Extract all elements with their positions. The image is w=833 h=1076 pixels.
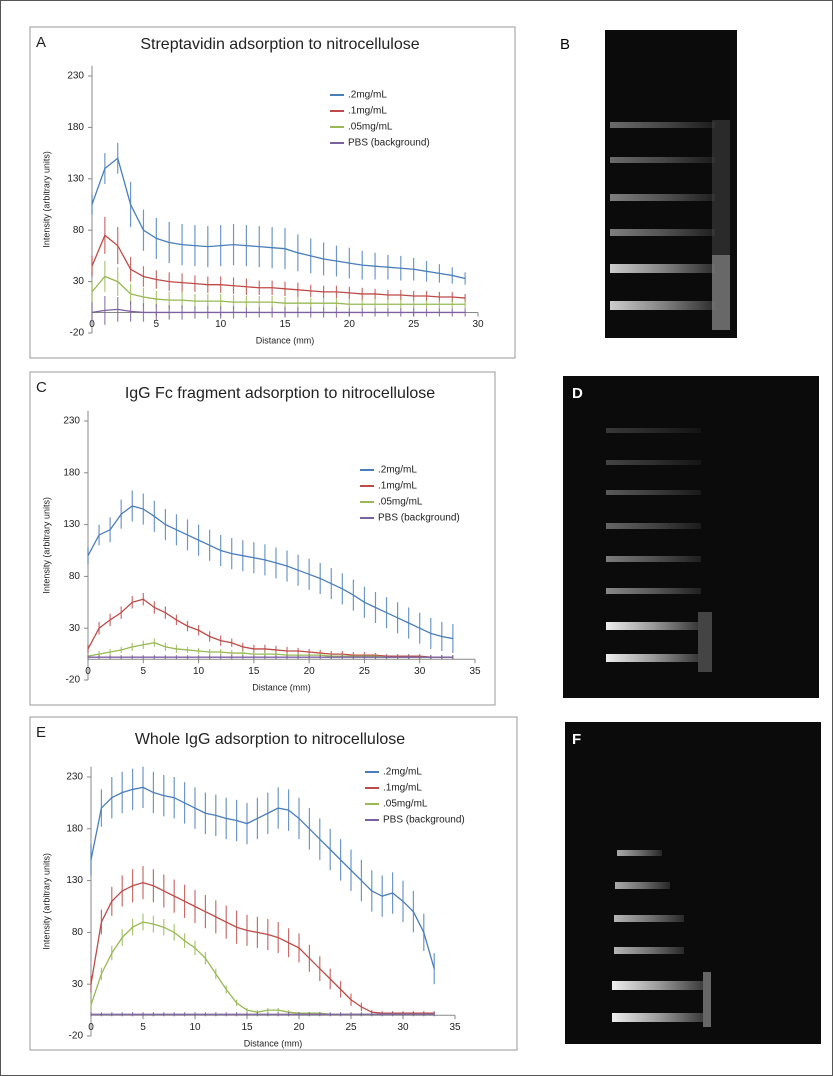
panel-label: A xyxy=(36,34,46,51)
panel-label: F xyxy=(572,731,581,748)
y-tick-label: 80 xyxy=(69,571,81,582)
x-tick-label: 20 xyxy=(293,1022,305,1033)
series-line xyxy=(90,881,435,1014)
y-axis-label: Intensity (arbitrary units) xyxy=(41,497,51,594)
panel-label: E xyxy=(36,724,46,741)
chart-frame xyxy=(29,716,518,1051)
chart-title: Whole IgG adsorption to nitrocellulose xyxy=(135,731,405,748)
x-tick-label: 25 xyxy=(359,666,371,677)
series xyxy=(91,261,466,310)
series xyxy=(91,142,466,285)
x-tick-label: 15 xyxy=(248,666,260,677)
y-tick-label: 180 xyxy=(67,122,84,133)
x-axis-label: Distance (mm) xyxy=(252,682,311,692)
x-tick-label: 20 xyxy=(304,666,316,677)
panel-label: B xyxy=(560,36,570,53)
x-tick-label: 25 xyxy=(408,319,420,330)
y-tick-label: 130 xyxy=(66,875,83,886)
series xyxy=(87,592,454,660)
series xyxy=(90,766,435,985)
series-line xyxy=(90,921,435,1015)
legend-label: .1mg/mL xyxy=(348,106,387,117)
x-tick-label: 10 xyxy=(189,1022,201,1033)
panel-label: C xyxy=(36,379,47,396)
series-line xyxy=(90,786,435,969)
legend-label: .05mg/mL xyxy=(383,799,428,810)
legend-label: PBS (background) xyxy=(348,138,430,149)
x-tick-label: 35 xyxy=(449,1022,461,1033)
y-tick-label: 130 xyxy=(67,173,84,184)
legend-label: .2mg/mL xyxy=(348,90,387,101)
image-f xyxy=(565,722,821,1044)
series-line xyxy=(91,157,466,280)
x-tick-label: 5 xyxy=(141,666,147,677)
legend-label: .05mg/mL xyxy=(378,497,423,508)
chart-frame xyxy=(29,26,516,359)
x-axis-label: Distance (mm) xyxy=(256,335,315,345)
x-tick-label: 0 xyxy=(89,319,95,330)
x-tick-label: 0 xyxy=(85,666,91,677)
y-tick-label: 230 xyxy=(63,416,80,427)
series xyxy=(87,655,454,660)
series xyxy=(87,490,454,654)
y-tick-label: 80 xyxy=(72,927,84,938)
y-axis-label: Intensity (arbitrary units) xyxy=(41,853,51,950)
x-tick-label: 15 xyxy=(241,1022,253,1033)
x-tick-label: 5 xyxy=(154,319,160,330)
y-tick-label: 180 xyxy=(66,823,83,834)
legend-label: PBS (background) xyxy=(378,513,460,524)
series xyxy=(90,913,435,1016)
series-line xyxy=(87,598,453,658)
x-tick-label: 15 xyxy=(279,319,291,330)
series-line xyxy=(91,308,466,314)
legend-label: .2mg/mL xyxy=(383,767,422,778)
chart-frame xyxy=(29,371,496,706)
x-tick-label: 0 xyxy=(88,1022,94,1033)
y-tick-label: -20 xyxy=(70,328,85,339)
x-tick-label: 10 xyxy=(215,319,227,330)
legend-label: PBS (background) xyxy=(383,815,465,826)
y-tick-label: 230 xyxy=(66,772,83,783)
series xyxy=(90,1012,435,1017)
y-tick-label: 130 xyxy=(63,519,80,530)
x-tick-label: 30 xyxy=(472,319,484,330)
series xyxy=(90,866,435,1016)
panel-label: D xyxy=(572,385,583,402)
image-d-streaks xyxy=(606,428,712,672)
legend-label: .05mg/mL xyxy=(348,122,393,133)
x-tick-label: 10 xyxy=(193,666,205,677)
x-tick-label: 5 xyxy=(140,1022,146,1033)
legend-label: .1mg/mL xyxy=(378,481,417,492)
x-tick-label: 35 xyxy=(469,666,481,677)
series-line xyxy=(91,275,466,305)
y-tick-label: 180 xyxy=(63,467,80,478)
y-tick-label: 30 xyxy=(73,276,85,287)
legend-label: .2mg/mL xyxy=(378,465,417,476)
legend-label: .1mg/mL xyxy=(383,783,422,794)
x-tick-label: 30 xyxy=(414,666,426,677)
x-axis-label: Distance (mm) xyxy=(244,1038,303,1048)
y-axis-label: Intensity (arbitrary units) xyxy=(41,151,51,248)
y-tick-label: 30 xyxy=(72,979,84,990)
chart-title: Streptavidin adsorption to nitrocellulos… xyxy=(140,36,419,53)
y-tick-label: 230 xyxy=(67,71,84,82)
y-tick-label: -20 xyxy=(69,1031,84,1042)
image-d xyxy=(563,376,819,698)
x-tick-label: 20 xyxy=(344,319,356,330)
x-tick-label: 25 xyxy=(345,1022,357,1033)
image-f-streaks xyxy=(612,850,711,1027)
chart-title: IgG Fc fragment adsorption to nitrocellu… xyxy=(125,385,435,402)
y-tick-label: 30 xyxy=(69,623,81,634)
series-line xyxy=(87,505,454,640)
y-tick-label: -20 xyxy=(66,675,81,686)
series-line xyxy=(91,234,466,299)
y-tick-label: 80 xyxy=(73,225,85,236)
series xyxy=(91,216,466,303)
image-b-streaks xyxy=(610,120,730,330)
x-tick-label: 30 xyxy=(397,1022,409,1033)
series xyxy=(91,295,466,325)
